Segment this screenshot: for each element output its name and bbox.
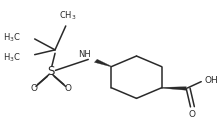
Text: O: O <box>30 84 37 93</box>
Text: O: O <box>64 84 71 93</box>
Polygon shape <box>94 59 112 67</box>
Text: O: O <box>188 110 195 119</box>
Text: CH$_3$: CH$_3$ <box>59 9 77 22</box>
Text: H$_3$C: H$_3$C <box>3 31 21 44</box>
Text: OH: OH <box>205 76 218 85</box>
Text: S: S <box>47 65 54 78</box>
Text: NH: NH <box>78 50 90 59</box>
Polygon shape <box>162 87 186 90</box>
Text: H$_3$C: H$_3$C <box>3 51 21 64</box>
